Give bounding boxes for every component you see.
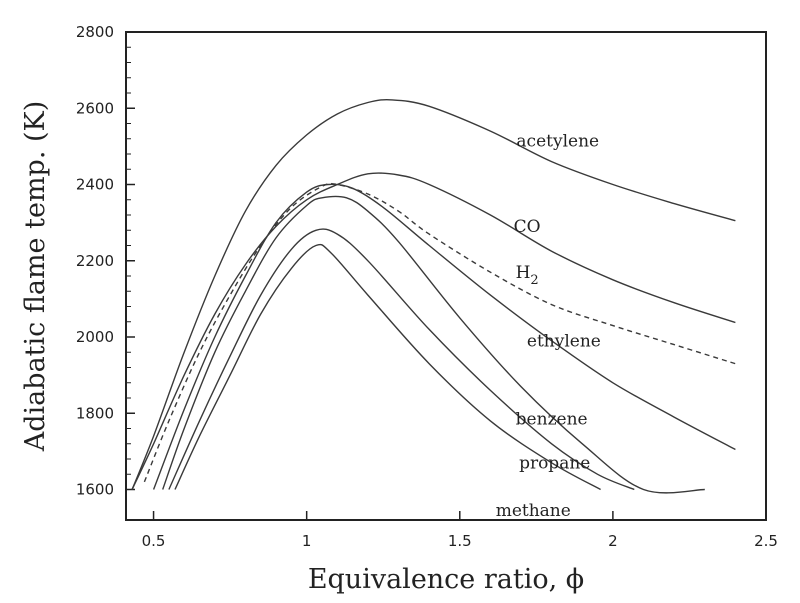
y-tick-label: 1800 bbox=[76, 404, 114, 422]
series-line-ethylene bbox=[152, 183, 736, 490]
series-label: ethylene bbox=[527, 332, 601, 352]
series-line-h2 bbox=[143, 182, 736, 483]
y-tick-label: 1600 bbox=[76, 481, 114, 499]
series-line-benzene bbox=[162, 195, 705, 494]
series-label: H2 bbox=[516, 263, 539, 288]
series-line-co bbox=[131, 172, 736, 490]
series-label: propane bbox=[519, 454, 590, 474]
x-tick-label: 2.5 bbox=[754, 532, 778, 550]
series-label: acetylene bbox=[516, 131, 599, 151]
series-lines bbox=[131, 98, 736, 494]
series-label: CO bbox=[514, 217, 541, 237]
x-tick-label: 0.5 bbox=[142, 532, 166, 550]
series-labels: acetylene CO H2 ethylene benzene propane metha… bbox=[496, 131, 601, 521]
series-line-methane bbox=[174, 243, 601, 491]
x-axis-title: Equivalence ratio, ϕ bbox=[308, 564, 584, 595]
y-tick-label: 2200 bbox=[76, 252, 114, 270]
x-tick-label: 2 bbox=[608, 532, 618, 550]
series-line-propane bbox=[168, 228, 635, 491]
y-tick-label: 2600 bbox=[76, 99, 114, 117]
series-label: methane bbox=[496, 501, 571, 521]
x-tick-label: 1 bbox=[302, 532, 312, 550]
y-tick-label: 2800 bbox=[76, 23, 114, 41]
x-tick-label: 1.5 bbox=[448, 532, 472, 550]
y-axis-title: Adiabatic flame temp. (K) bbox=[20, 101, 51, 452]
y-tick-label: 2400 bbox=[76, 176, 114, 194]
series-line-acetylene bbox=[131, 98, 736, 490]
series-label: benzene bbox=[516, 410, 588, 430]
axis-ticks: 0.5 1 1.5 2 2.5 1600 1800 2000 2200 2400 2600 2800 bbox=[76, 23, 778, 550]
plot-frame bbox=[125, 31, 767, 521]
y-tick-label: 2000 bbox=[76, 328, 114, 346]
